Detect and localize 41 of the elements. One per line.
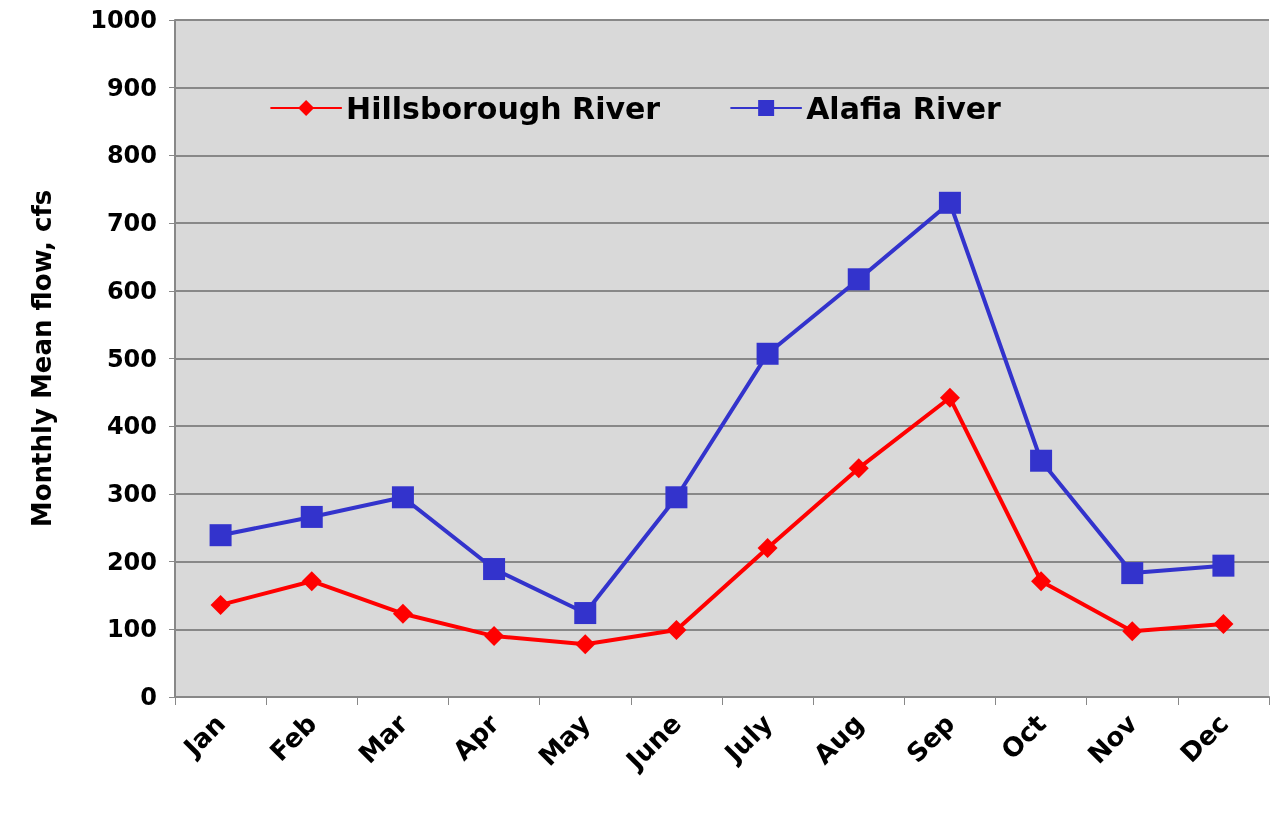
point [301, 571, 322, 592]
y-tick-label: 800 [106, 141, 157, 170]
y-tick-label: 700 [106, 209, 157, 238]
point [847, 268, 870, 291]
y-tick-label: 200 [106, 547, 157, 576]
point [1122, 621, 1143, 642]
point [209, 524, 232, 547]
point [1213, 613, 1234, 634]
point [300, 505, 323, 528]
point [210, 594, 231, 615]
x-tick-label: Feb [263, 708, 323, 768]
y-tick-label: 500 [106, 344, 157, 373]
legend-label: Alafia River [806, 90, 1002, 126]
point [574, 602, 597, 625]
y-tick-label: 0 [140, 683, 157, 711]
point [666, 619, 687, 640]
point [939, 387, 960, 408]
y-tick-label: 100 [106, 615, 157, 644]
point [484, 626, 505, 647]
point [1212, 554, 1235, 577]
point [392, 603, 413, 624]
point [1031, 571, 1052, 592]
x-tick-label: Oct [995, 708, 1052, 765]
legend-label: Hillsborough River [346, 90, 661, 126]
point [483, 558, 506, 581]
point [665, 486, 688, 509]
point [391, 486, 414, 509]
point [938, 191, 961, 214]
y-tick-label: 400 [106, 412, 157, 441]
x-tick-label: Sep [900, 708, 961, 769]
point [757, 538, 778, 559]
point [1121, 562, 1144, 585]
point [1030, 449, 1053, 472]
point [756, 342, 779, 365]
point [575, 634, 596, 655]
y-axis-title: Monthly Mean flow, cfs [27, 189, 57, 528]
y-tick-label: 300 [106, 479, 157, 508]
y-tick-label: 900 [106, 73, 157, 102]
y-tick-label: 1000 [90, 6, 157, 34]
y-tick-label: 600 [106, 276, 157, 305]
point [848, 458, 869, 479]
